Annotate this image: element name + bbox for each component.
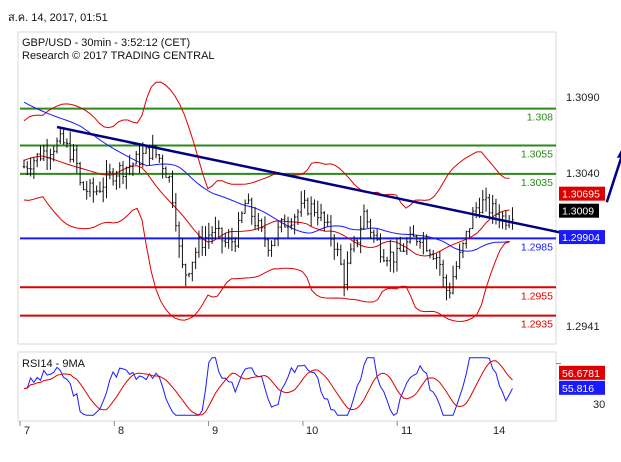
price-tick-label: 1.3090 [566, 92, 600, 104]
price-axis: 1.3090 1.3040 1.2941 [566, 92, 600, 333]
forecast-arrow [605, 154, 621, 203]
rsi-value-tag-bg [559, 380, 605, 395]
price-panel [17, 31, 557, 345]
rsi-line [23, 357, 513, 416]
trendline [56, 125, 592, 241]
moving-average [23, 101, 510, 252]
x-axis: 7 8 9 10 11 14 [24, 425, 505, 437]
upper-band-tag-bg [559, 186, 605, 201]
last-price-tag-bg [559, 203, 599, 218]
source-label: Research © 2017 TRADING CENTRAL [22, 50, 215, 62]
rsi-ma-line [23, 360, 513, 416]
price-tick-label: 1.2941 [566, 321, 600, 333]
lower-band [23, 196, 510, 322]
rsi-series [23, 357, 561, 416]
x-tick-label: 10 [306, 425, 318, 437]
forecast-arrow-head [616, 150, 621, 158]
price-tick-label: 1.3040 [566, 168, 600, 180]
pivot-tag-bg [559, 230, 605, 245]
last-price-tag: 1.3009 [562, 206, 594, 218]
price-series [22, 128, 514, 301]
timestamp-label: ส.ค. 14, 2017, 01:51 [8, 12, 108, 24]
rsi-ma-tag-bg [559, 365, 605, 380]
trendline-layer [56, 125, 621, 241]
bollinger-bands [23, 81, 510, 322]
upper-band-tag: 1.30695 [562, 189, 600, 201]
x-tick-label: 11 [401, 425, 412, 437]
instrument-label: GBP/USD - 30min - 3:52:12 (CET) [22, 37, 190, 49]
level-label: 1.2935 [521, 319, 553, 331]
rsi-tick-label: 30 [593, 399, 605, 411]
x-tick-label: 14 [493, 425, 505, 437]
level-label: 1.3055 [521, 148, 553, 160]
rsi-ma-tag: 56.6781 [562, 368, 600, 380]
rsi-value-tag: 55.816 [562, 383, 594, 395]
x-tick-label: 9 [212, 425, 218, 437]
level-label: 1.3035 [521, 177, 553, 189]
price-tags: 1.30695 1.3009 1.29904 56.6781 55.816 [559, 186, 605, 395]
level-label: 1.2955 [521, 290, 553, 302]
x-tick-label: 7 [24, 425, 30, 437]
upper-band [23, 81, 510, 209]
pivot-tag: 1.29904 [562, 232, 600, 244]
rsi-label: RSI14 - 9MA [22, 358, 86, 370]
level-label: 1.308 [527, 112, 553, 124]
band-middle [23, 155, 510, 257]
x-tick-label: 8 [118, 425, 124, 437]
level-label: 1.2985 [521, 241, 553, 253]
